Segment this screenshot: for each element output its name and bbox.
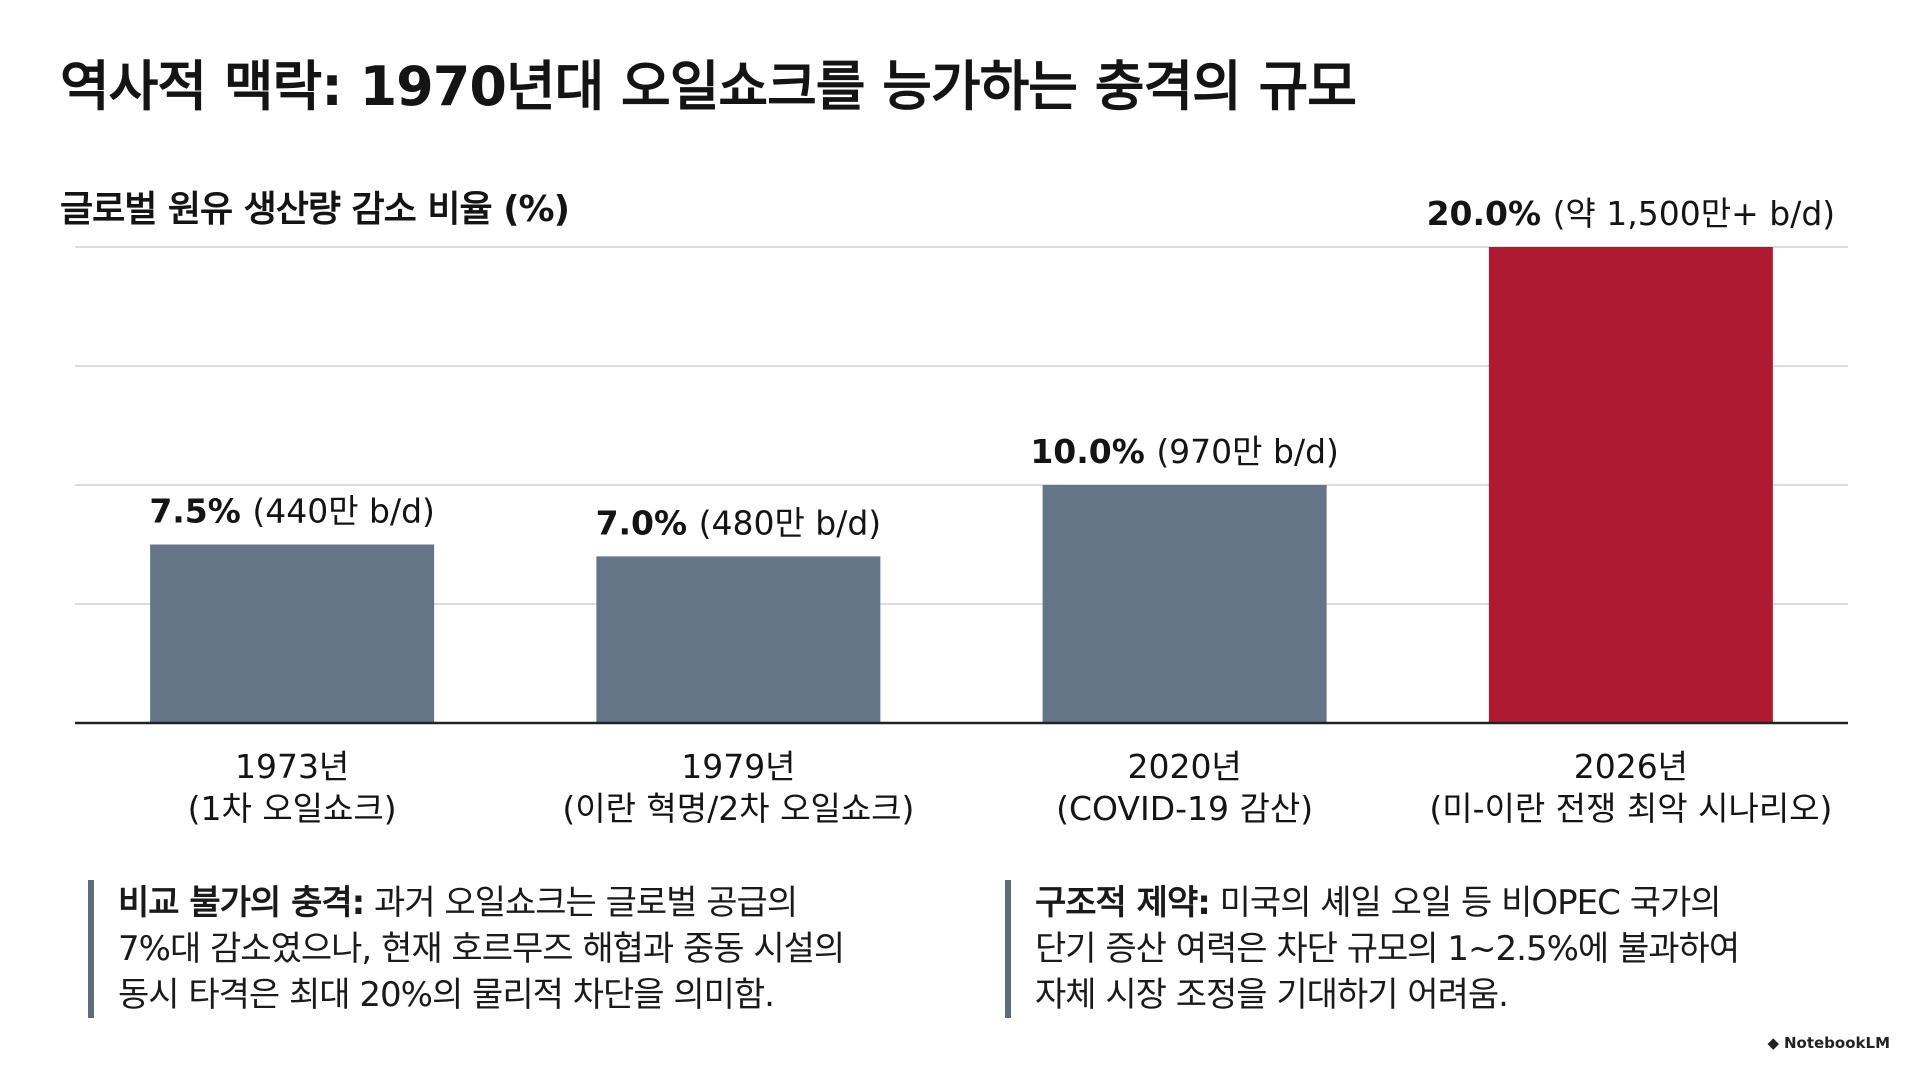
x-tick-label-year: 2020년: [1127, 747, 1241, 786]
notebooklm-logo-icon: ◆: [1767, 1034, 1779, 1052]
x-tick-label-event: (COVID-19 감산): [1056, 789, 1313, 828]
page-title: 역사적 맥락: 1970년대 오일쇼크를 능가하는 충격의 규모: [60, 55, 1357, 118]
x-tick-label-year: 1979년: [681, 747, 795, 786]
data-label-detail: (970만 b/d): [1156, 432, 1339, 471]
note-lead: 비교 불가의 충격:: [118, 883, 365, 923]
data-label: 7.0% (480만 b/d): [596, 503, 882, 542]
data-label: 7.5% (440만 b/d): [149, 492, 435, 531]
data-label: 20.0% (약 1,500만+ b/d): [1427, 194, 1836, 233]
note-text: 동시 타격은 최대 20%의 물리적 차단을 의미함.: [118, 975, 775, 1015]
note-structural-constraint: 구조적 제약: 미국의 셰일 오일 등 비OPEC 국가의 단기 증산 여력은 …: [1005, 880, 1835, 1018]
data-label-detail: (480만 b/d): [699, 503, 882, 542]
bar: [1488, 247, 1773, 723]
note-text: 7%대 감소였으나, 현재 호르무즈 해협과 중동 시설의: [118, 929, 845, 969]
note-text: 미국의 셰일 오일 등 비OPEC 국가의: [1209, 883, 1722, 923]
note-lead: 구조적 제약:: [1035, 883, 1211, 923]
note-text: 자체 시장 조정을 기대하기 어려움.: [1035, 975, 1509, 1015]
y-axis-label: 글로벌 원유 생산량 감소 비율 (%): [60, 189, 570, 230]
watermark-text: NotebookLM: [1783, 1034, 1890, 1052]
bar: [596, 556, 881, 723]
note-incomparable-shock: 비교 불가의 충격: 과거 오일쇼크는 글로벌 공급의 7%대 감소였으나, 현…: [88, 880, 898, 1018]
x-tick-label-event: (1차 오일쇼크): [188, 789, 397, 828]
data-label-value: 10.0%: [1030, 432, 1156, 471]
data-label-detail: (약 1,500만+ b/d): [1553, 194, 1836, 233]
watermark: ◆ NotebookLM: [1767, 1034, 1890, 1052]
data-label: 10.0% (970만 b/d): [1030, 432, 1339, 471]
data-label-detail: (440만 b/d): [252, 492, 435, 531]
bar-chart: 7.5% (440만 b/d) 1973년(1차 오일쇼크) 7.0% (480만 …: [75, 194, 1848, 828]
data-label-value: 20.0%: [1427, 194, 1553, 233]
x-tick-label-event: (미-이란 전쟁 최악 시나리오): [1429, 789, 1832, 828]
x-tick-label-year: 1973년: [235, 747, 349, 786]
data-label-value: 7.5%: [149, 492, 252, 531]
note-text: 과거 오일쇼크는 글로벌 공급의: [364, 883, 798, 923]
note-text: 단기 증산 여력은 차단 규모의 1~2.5%에 불과하여: [1035, 929, 1740, 969]
x-tick-label-year: 2026년: [1574, 747, 1688, 786]
data-label-value: 7.0%: [596, 503, 699, 542]
bar: [150, 544, 435, 723]
bar: [1042, 485, 1327, 723]
x-tick-label-event: (이란 혁명/2차 오일쇼크): [562, 789, 914, 828]
